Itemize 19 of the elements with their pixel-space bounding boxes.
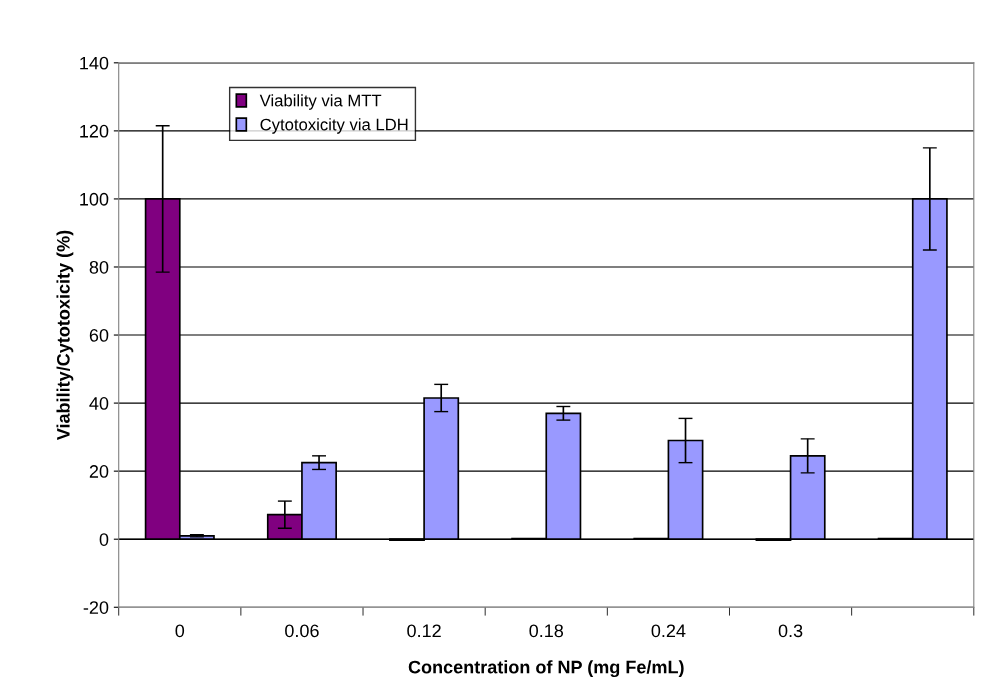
x-tick-label: 0: [175, 624, 185, 638]
y-tick-label: 40: [89, 397, 109, 410]
y-tick-label: 20: [89, 465, 109, 478]
y-tick-label: 120: [80, 124, 109, 138]
y-tick-label: 140: [80, 56, 109, 70]
x-tick-label: 0.12: [407, 624, 441, 638]
y-tick-label: 80: [89, 260, 109, 274]
y-tick-label: 60: [89, 328, 109, 342]
legend-label: Viability via MTT: [259, 94, 382, 110]
x-tick-label: 0.06: [285, 624, 319, 638]
y-tick-label: -20: [83, 601, 109, 614]
x-tick-label: 0.24: [651, 624, 686, 638]
x-tick-label: 0.3: [778, 624, 803, 638]
legend-label: Cytotoxicity via LDH: [260, 118, 408, 134]
y-axis-title: Viability/Cytotoxicity (%): [56, 230, 74, 441]
y-tick-label: 0: [99, 533, 109, 546]
x-axis-title: Concentration of NP (mg Fe/mL): [408, 660, 684, 678]
x-tick-label: 0.18: [529, 624, 564, 638]
y-tick-label: 100: [80, 192, 109, 206]
